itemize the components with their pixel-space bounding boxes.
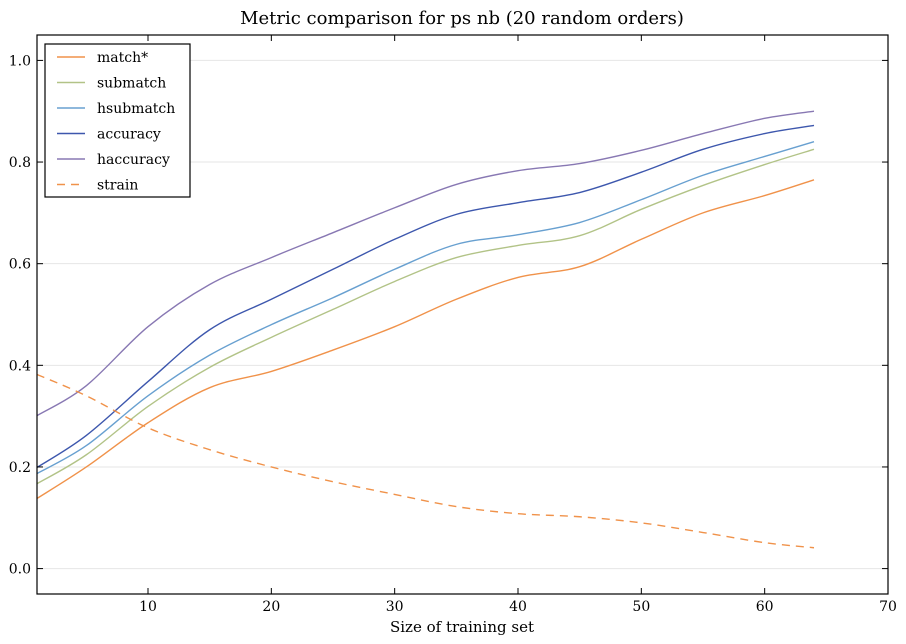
- y-tick-label: 1.0: [9, 53, 31, 69]
- legend-label: strain: [97, 178, 138, 194]
- axis-ticks: 0.0 0.2 0.4 0.6 0.8 1.0 10 20 30 40 50 60 70: [9, 35, 897, 615]
- series-line-accuracy: [36, 124, 815, 469]
- x-tick-label: 70: [879, 599, 897, 615]
- x-tick-label: 20: [262, 599, 280, 615]
- x-tick-label: 40: [509, 599, 527, 615]
- legend-label: hsubmatch: [97, 101, 175, 117]
- x-axis-label: Size of training set: [390, 618, 534, 636]
- y-tick-label: 0.4: [9, 358, 31, 374]
- legend: match* submatch hsubmatch accuracy haccuracy…: [44, 43, 191, 198]
- series-lines: [36, 110, 815, 549]
- series-line-match: [36, 179, 815, 500]
- y-tick-label: 0.6: [9, 257, 31, 273]
- y-tick-label: 0.2: [9, 460, 31, 476]
- series-line-hsubmatch: [36, 141, 815, 475]
- x-tick-label: 10: [139, 599, 157, 615]
- legend-label: accuracy: [97, 127, 161, 143]
- x-tick-label: 30: [386, 599, 404, 615]
- legend-label: submatch: [97, 76, 166, 92]
- y-tick-label: 0.8: [9, 155, 31, 171]
- legend-label: match*: [97, 50, 148, 66]
- series-line-strain: [36, 373, 815, 549]
- plot-frame: [36, 34, 889, 595]
- series-line-haccuracy: [36, 110, 815, 417]
- chart-title: Metric comparison for ps nb (20 random o…: [240, 8, 684, 29]
- series-line-submatch: [36, 148, 815, 485]
- y-tick-label: 0.0: [9, 562, 31, 578]
- x-tick-label: 50: [632, 599, 650, 615]
- legend-box: [44, 43, 191, 198]
- x-tick-label: 60: [756, 599, 774, 615]
- legend-label: haccuracy: [97, 152, 170, 168]
